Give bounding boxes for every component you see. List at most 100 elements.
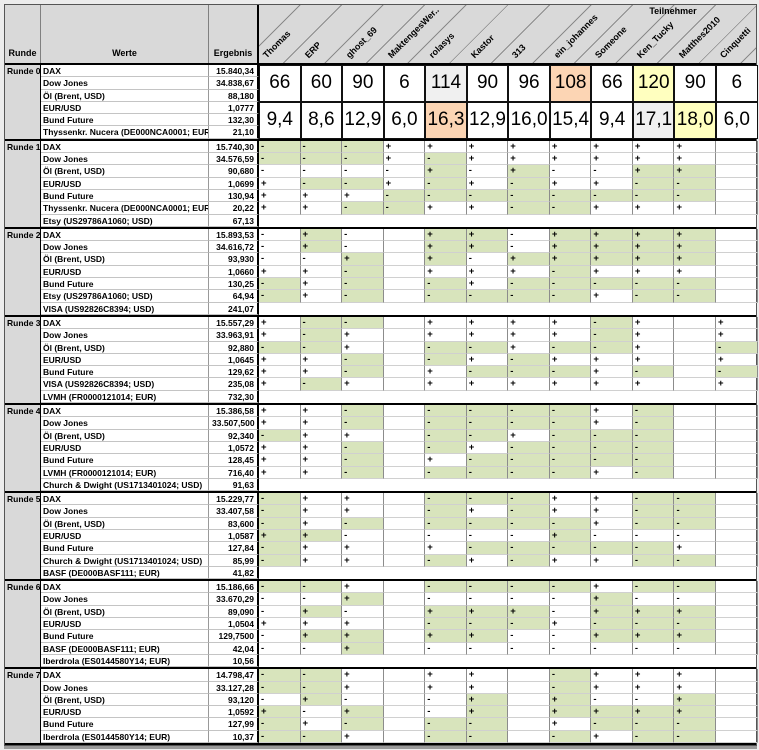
cell-prediction-mark[interactable]: - bbox=[425, 429, 467, 442]
cell-prediction-mark[interactable]: + bbox=[591, 290, 633, 303]
cell-prediction-mark[interactable] bbox=[716, 542, 758, 555]
cell-prediction-mark[interactable]: - bbox=[300, 329, 343, 342]
cell-result[interactable]: 241,07 bbox=[209, 302, 259, 315]
cell-prediction-mark[interactable]: - bbox=[342, 353, 384, 367]
cell-prediction-mark[interactable]: - bbox=[466, 366, 509, 379]
cell-prediction-mark[interactable]: + bbox=[549, 554, 592, 567]
participant-name[interactable]: Thomas bbox=[260, 28, 293, 60]
cell-prediction-mark[interactable]: + bbox=[300, 353, 343, 367]
cell-prediction-mark[interactable]: - bbox=[425, 730, 467, 744]
cell-prediction-mark[interactable]: + bbox=[508, 429, 550, 442]
cell-prediction-mark[interactable] bbox=[383, 466, 426, 479]
cell-instrument-name[interactable]: Thyssenkr. Nucera (DE000NCA0001; EUR) bbox=[41, 126, 209, 139]
cell-prediction-mark[interactable]: - bbox=[425, 693, 467, 707]
cell-prediction-mark[interactable]: + bbox=[716, 353, 758, 367]
cell-result[interactable]: 33.127,28 bbox=[209, 681, 259, 694]
cell-prediction-mark[interactable]: - bbox=[674, 730, 717, 744]
cell-prediction-mark[interactable] bbox=[716, 429, 758, 442]
cell-prediction-mark[interactable]: - bbox=[342, 165, 384, 178]
cell-total-points[interactable]: 60 bbox=[300, 65, 343, 102]
cell-prediction-mark[interactable]: + bbox=[508, 140, 550, 154]
cell-prediction-mark[interactable]: - bbox=[632, 554, 675, 567]
cell-prediction-mark[interactable]: - bbox=[300, 642, 343, 655]
cell-prediction-mark[interactable] bbox=[716, 669, 758, 682]
cell-instrument-name[interactable]: VISA (US92826C8394; USD) bbox=[41, 302, 209, 315]
cell-prediction-mark[interactable]: - bbox=[259, 642, 301, 655]
cell-prediction-mark[interactable]: - bbox=[466, 189, 509, 203]
cell-prediction-mark[interactable] bbox=[383, 642, 426, 655]
cell-prediction-mark[interactable] bbox=[716, 618, 758, 631]
cell-prediction-mark[interactable]: + bbox=[383, 140, 426, 154]
cell-instrument-name[interactable]: EUR/USD bbox=[41, 529, 209, 543]
cell-prediction-mark[interactable] bbox=[383, 529, 426, 543]
participant-name[interactable]: Someone bbox=[593, 24, 630, 60]
cell-prediction-mark[interactable]: + bbox=[259, 441, 301, 455]
cell-prediction-mark[interactable]: + bbox=[632, 265, 675, 279]
cell-prediction-mark[interactable]: + bbox=[259, 316, 301, 330]
cell-result[interactable]: 34.838,67 bbox=[209, 77, 259, 90]
cell-prediction-mark[interactable]: - bbox=[466, 253, 509, 266]
cell-prediction-mark[interactable] bbox=[716, 202, 758, 215]
cell-prediction-mark[interactable]: + bbox=[466, 693, 509, 707]
cell-prediction-mark[interactable]: - bbox=[716, 366, 758, 379]
cell-prediction-mark[interactable]: - bbox=[674, 493, 717, 506]
cell-prediction-mark[interactable]: + bbox=[674, 265, 717, 279]
column-header-ergebnis[interactable]: Ergebnis bbox=[209, 5, 259, 63]
cell-prediction-mark[interactable] bbox=[383, 366, 426, 379]
cell-prediction-mark[interactable]: - bbox=[508, 290, 550, 303]
cell-prediction-mark[interactable]: - bbox=[259, 554, 301, 567]
cell-result[interactable]: 93,120 bbox=[209, 693, 259, 707]
cell-prediction-mark[interactable]: + bbox=[342, 642, 384, 655]
cell-prediction-mark[interactable]: - bbox=[674, 189, 717, 203]
cell-prediction-mark[interactable]: - bbox=[591, 718, 633, 731]
cell-prediction-mark[interactable]: - bbox=[259, 505, 301, 518]
cell-prediction-mark[interactable]: - bbox=[259, 693, 301, 707]
cell-instrument-name[interactable]: Öl (Brent, USD) bbox=[41, 605, 209, 619]
cell-prediction-mark[interactable]: + bbox=[591, 265, 633, 279]
cell-prediction-mark[interactable]: - bbox=[549, 265, 592, 279]
cell-instrument-name[interactable]: Bund Future bbox=[41, 366, 209, 379]
cell-result[interactable]: 92,880 bbox=[209, 341, 259, 354]
cell-result[interactable]: 33.507,500 bbox=[209, 417, 259, 430]
cell-instrument-name[interactable]: Öl (Brent, USD) bbox=[41, 517, 209, 530]
cell-instrument-name[interactable]: Dow Jones bbox=[41, 417, 209, 430]
cell-prediction-mark[interactable]: + bbox=[342, 618, 384, 631]
cell-prediction-mark[interactable] bbox=[716, 441, 758, 455]
cell-prediction-mark[interactable]: + bbox=[466, 177, 509, 190]
cell-instrument-name[interactable]: Dow Jones bbox=[41, 681, 209, 694]
cell-prediction-mark[interactable] bbox=[383, 329, 426, 342]
cell-prediction-mark[interactable]: + bbox=[425, 228, 467, 242]
cell-prediction-mark[interactable]: - bbox=[632, 730, 675, 744]
cell-prediction-mark[interactable]: + bbox=[342, 681, 384, 694]
cell-prediction-mark[interactable]: - bbox=[549, 593, 592, 606]
cell-prediction-mark[interactable]: - bbox=[342, 441, 384, 455]
cell-prediction-mark[interactable]: + bbox=[300, 466, 343, 479]
cell-result[interactable]: 93,930 bbox=[209, 253, 259, 266]
cell-prediction-mark[interactable]: + bbox=[549, 493, 592, 506]
cell-total-points[interactable]: 90 bbox=[342, 65, 384, 102]
cell-prediction-mark[interactable]: + bbox=[425, 630, 467, 643]
cell-prediction-mark[interactable]: + bbox=[591, 417, 633, 430]
cell-total-points[interactable]: 90 bbox=[674, 65, 717, 102]
cell-prediction-mark[interactable]: - bbox=[674, 290, 717, 303]
cell-prediction-mark[interactable]: + bbox=[508, 165, 550, 178]
cell-prediction-mark[interactable]: - bbox=[549, 429, 592, 442]
cell-result[interactable]: 716,40 bbox=[209, 466, 259, 479]
cell-prediction-mark[interactable] bbox=[383, 454, 426, 467]
cell-prediction-mark[interactable]: + bbox=[508, 341, 550, 354]
cell-prediction-mark[interactable] bbox=[383, 706, 426, 719]
cell-prediction-mark[interactable]: - bbox=[632, 517, 675, 530]
cell-total-points[interactable]: 90 bbox=[466, 65, 509, 102]
cell-result[interactable]: 129,62 bbox=[209, 366, 259, 379]
cell-result[interactable]: 1,0660 bbox=[209, 265, 259, 279]
cell-prediction-mark[interactable]: - bbox=[300, 581, 343, 594]
cell-instrument-name[interactable]: Dow Jones bbox=[41, 505, 209, 518]
cell-prediction-mark[interactable]: - bbox=[300, 681, 343, 694]
cell-prediction-mark[interactable]: - bbox=[632, 542, 675, 555]
participant-name[interactable]: Cinquetti bbox=[717, 25, 753, 60]
cell-prediction-mark[interactable]: + bbox=[466, 140, 509, 154]
cell-prediction-mark[interactable]: + bbox=[591, 241, 633, 254]
cell-result[interactable]: 1,0777 bbox=[209, 101, 259, 115]
cell-prediction-mark[interactable]: - bbox=[259, 630, 301, 643]
cell-prediction-mark[interactable] bbox=[383, 441, 426, 455]
